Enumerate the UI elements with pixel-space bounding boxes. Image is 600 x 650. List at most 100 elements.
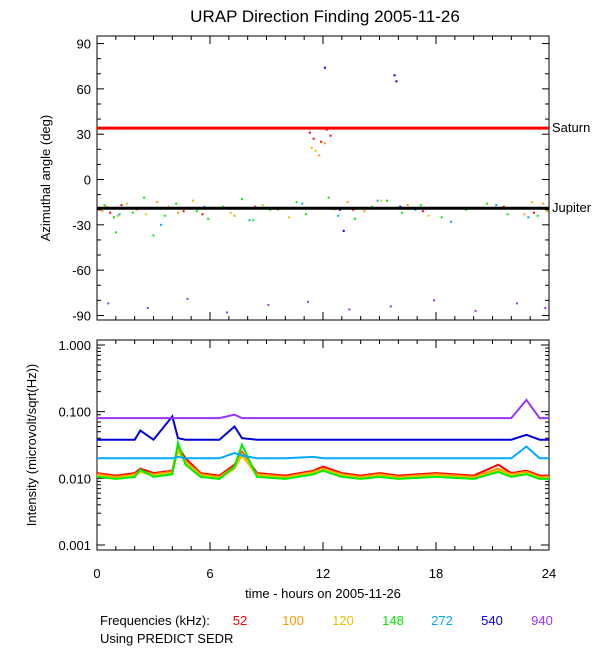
data-point — [103, 204, 106, 207]
data-point — [465, 208, 468, 211]
data-point — [346, 201, 349, 204]
data-point — [109, 211, 112, 214]
series-272-khz — [97, 445, 549, 460]
data-point — [376, 199, 379, 202]
legend-item-120: 120 — [332, 613, 354, 628]
data-point — [354, 217, 357, 220]
y-tick-label: -30 — [72, 218, 91, 233]
reference-lines: Saturn Jupiter — [97, 120, 592, 215]
series-52-khz — [96, 443, 549, 477]
data-point — [222, 205, 225, 208]
data-point — [101, 210, 104, 213]
data-point — [414, 208, 417, 211]
series-148-khz — [103, 196, 539, 237]
series-540-khz — [97, 414, 549, 442]
data-point — [112, 216, 115, 219]
data-point — [515, 302, 518, 305]
azimuth-panel: 90 60 30 0 -30 -60 -90 Saturn Jupiter Azimuthal… — [38, 35, 592, 323]
data-point — [312, 137, 315, 140]
data-point — [160, 223, 163, 226]
data-point — [186, 297, 189, 300]
data-point — [433, 299, 436, 302]
data-point — [135, 208, 138, 211]
data-point — [531, 201, 534, 204]
data-point — [352, 208, 355, 211]
data-point — [267, 303, 270, 306]
data-point — [329, 134, 332, 137]
data-point — [131, 211, 134, 214]
data-point — [192, 199, 195, 202]
data-point — [318, 154, 321, 157]
series-100-khz — [105, 142, 545, 217]
data-point — [295, 201, 298, 204]
azimuth-series — [99, 66, 549, 314]
x-tick-label: 18 — [429, 566, 443, 581]
series-540-khz — [323, 66, 402, 232]
legend-item-540: 540 — [481, 613, 503, 628]
data-point — [276, 208, 279, 211]
azimuth-axis-label: Azimuthal angle (deg) — [38, 115, 53, 241]
data-point — [393, 74, 396, 77]
data-point — [542, 202, 545, 205]
data-point — [342, 229, 345, 232]
data-point — [146, 306, 149, 309]
data-point — [175, 202, 178, 205]
data-point — [338, 208, 341, 211]
data-point — [261, 204, 264, 207]
data-point — [233, 214, 236, 217]
data-point — [118, 213, 121, 216]
data-point — [143, 196, 146, 199]
data-point — [99, 208, 102, 211]
legend-item-100: 100 — [282, 613, 304, 628]
data-point — [254, 205, 257, 208]
data-point — [120, 204, 123, 207]
data-point — [107, 302, 110, 305]
data-point — [506, 213, 509, 216]
series-272-khz — [118, 199, 530, 226]
intensity-axis-label: Intensity (microvolt/sqrt(Hz)) — [24, 364, 39, 527]
data-point — [152, 234, 155, 237]
data-point — [144, 213, 147, 216]
data-point — [308, 131, 311, 134]
legend-title: Frequencies (kHz): — [100, 613, 210, 628]
azimuth-plot-frame — [96, 35, 550, 321]
data-point — [348, 308, 351, 311]
data-point — [248, 219, 251, 222]
series-52-khz — [99, 127, 535, 216]
time-axis-label: time - hours on 2005-11-26 — [245, 586, 401, 601]
data-point — [314, 149, 317, 152]
y-tick-label: 1.000 — [58, 338, 91, 353]
data-point — [440, 216, 443, 219]
series-100-khz — [96, 445, 549, 478]
legend-item-940: 940 — [531, 613, 553, 628]
data-point — [399, 205, 402, 208]
data-point — [156, 201, 159, 204]
data-point — [323, 142, 326, 145]
data-point — [536, 214, 539, 217]
series-940-khz — [97, 398, 549, 420]
data-point — [306, 300, 309, 303]
data-point — [320, 140, 323, 143]
chart-title: URAP Direction Finding 2005-11-26 — [190, 7, 460, 26]
y-tick-label: 30 — [77, 127, 91, 142]
reference-label-jupiter: Jupiter — [552, 200, 592, 215]
x-tick-label: 12 — [316, 566, 330, 581]
data-point — [325, 128, 328, 131]
data-point — [167, 205, 170, 208]
data-point — [380, 199, 383, 202]
data-point — [395, 80, 398, 83]
data-point — [105, 205, 108, 208]
data-point — [116, 214, 119, 217]
data-point — [333, 208, 336, 211]
y-tick-label: 0.001 — [58, 538, 91, 553]
data-point — [323, 66, 326, 69]
data-point — [363, 210, 366, 213]
data-point — [523, 213, 526, 216]
data-point — [495, 204, 498, 207]
series-940-khz — [107, 297, 547, 314]
data-point — [406, 204, 409, 207]
y-tick-label: -60 — [72, 263, 91, 278]
y-tick-label: 60 — [77, 82, 91, 97]
y-tick-label: -90 — [72, 308, 91, 323]
